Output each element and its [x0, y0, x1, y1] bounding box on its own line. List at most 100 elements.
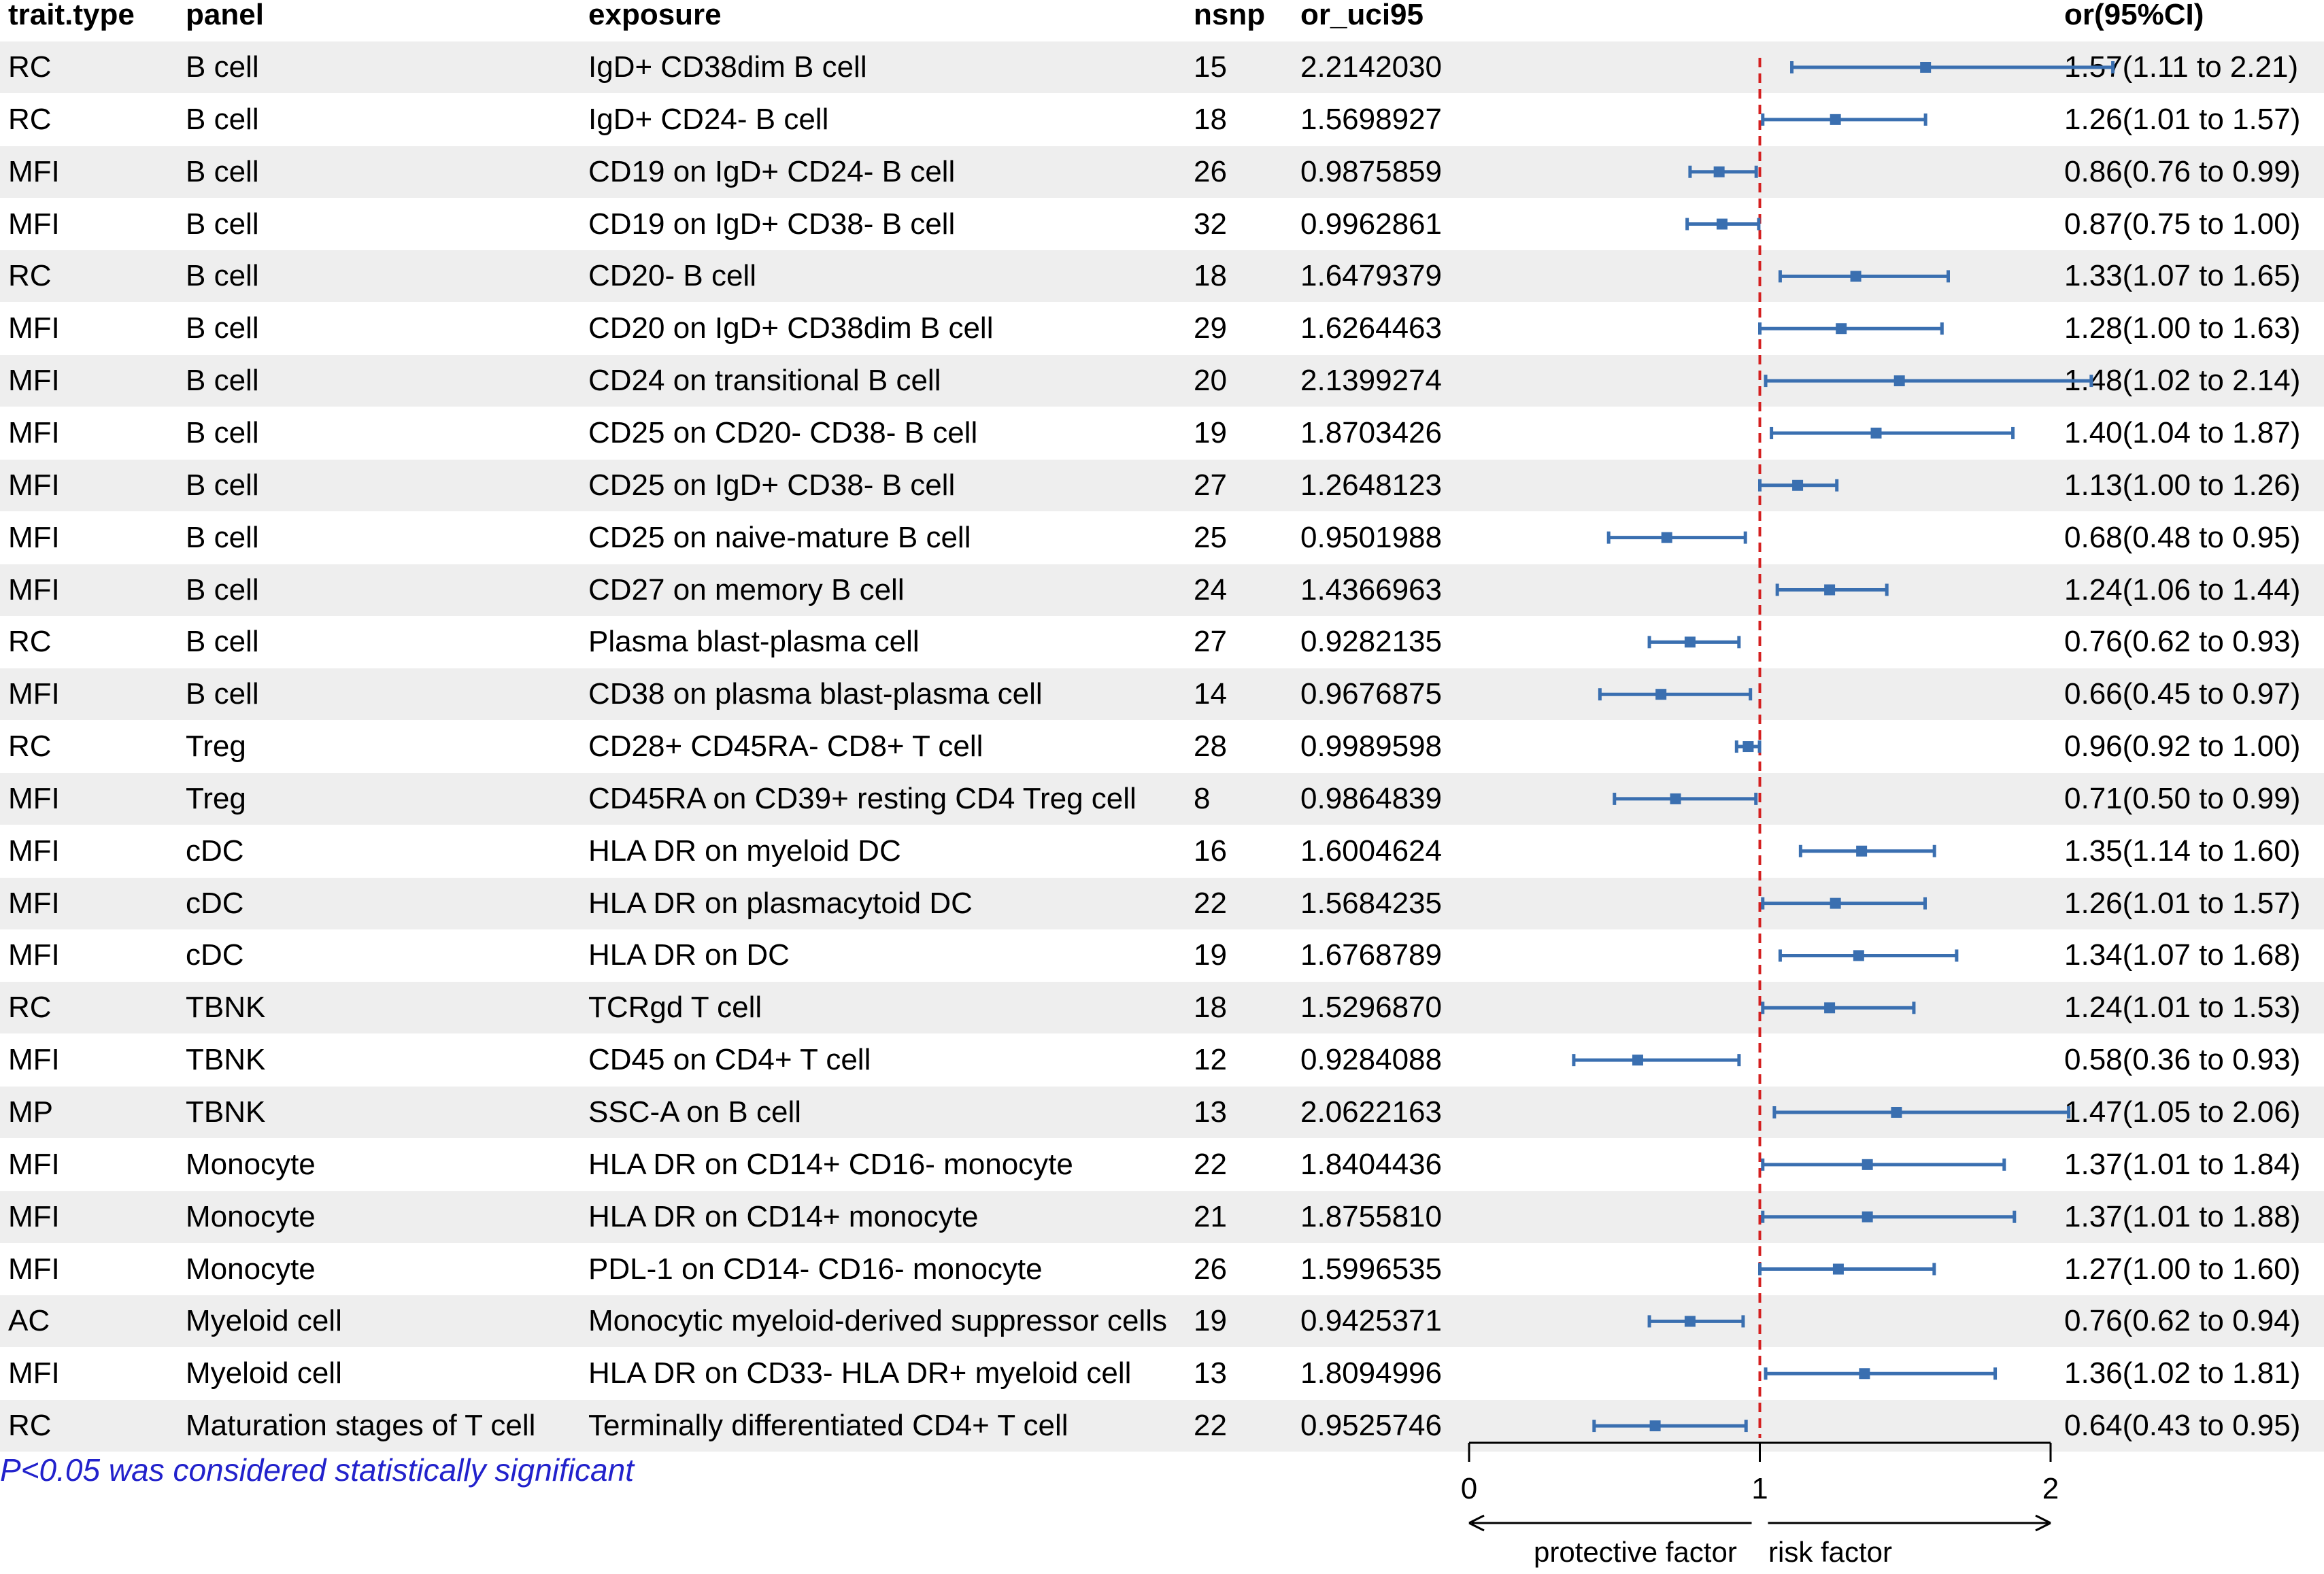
cell-exposure: HLA DR on plasmacytoid DC — [588, 886, 973, 920]
cell-panel: Treg — [186, 781, 246, 815]
x-tick-label: 1 — [1751, 1472, 1768, 1505]
cell-trait-type: RC — [8, 625, 52, 659]
cell-or-ci: 0.58(0.36 to 0.93) — [2064, 1043, 2301, 1077]
cell-or-uci95: 1.8703426 — [1300, 415, 1442, 449]
cell-nsnp: 20 — [1194, 364, 1227, 398]
cell-trait-type: RC — [8, 50, 52, 84]
cell-or-ci: 1.57(1.11 to 2.21) — [2064, 50, 2299, 84]
cell-or-uci95: 1.8755810 — [1300, 1199, 1442, 1233]
cell-trait-type: MFI — [8, 520, 60, 554]
x-tick-label: 0 — [1461, 1472, 1477, 1505]
cell-panel: B cell — [186, 677, 259, 711]
cell-trait-type: RC — [8, 991, 52, 1025]
cell-or-uci95: 2.0622163 — [1300, 1095, 1442, 1129]
cell-or-ci: 1.26(1.01 to 1.57) — [2064, 886, 2301, 920]
cell-exposure: CD19 on IgD+ CD24- B cell — [588, 154, 956, 188]
table-row: RC Treg CD28+ CD45RA- CD8+ T cell 28 0.99895… — [0, 721, 2324, 772]
cell-exposure: Monocytic myeloid-derived suppressor cel… — [588, 1304, 1167, 1338]
table-row: MFI cDC HLA DR on DC 19 1.6768789 1.34(1.07 t… — [0, 929, 2324, 981]
cell-panel: Maturation stages of T cell — [186, 1409, 536, 1443]
table-row: RC TBNK TCRgd T cell 18 1.5296870 1.24(1.01 t… — [0, 982, 2324, 1034]
cell-panel: B cell — [186, 468, 259, 502]
cell-nsnp: 32 — [1194, 207, 1227, 241]
cell-or-ci: 1.40(1.04 to 1.87) — [2064, 415, 2301, 449]
cell-or-ci: 1.24(1.01 to 1.53) — [2064, 991, 2301, 1025]
cell-or-uci95: 0.9282135 — [1300, 625, 1442, 659]
header-panel: panel — [186, 0, 264, 31]
cell-or-ci: 0.64(0.43 to 0.95) — [2064, 1409, 2301, 1443]
cell-panel: B cell — [186, 207, 259, 241]
x-tick-label: 2 — [2042, 1472, 2059, 1505]
header-trait-type: trait.type — [8, 0, 135, 31]
table-row: RC B cell CD20- B cell 18 1.6479379 1.33(1.07… — [0, 250, 2324, 303]
cell-exposure: CD45RA on CD39+ resting CD4 Treg cell — [588, 781, 1136, 815]
cell-nsnp: 22 — [1194, 886, 1227, 920]
cell-exposure: CD25 on IgD+ CD38- B cell — [588, 468, 956, 502]
cell-trait-type: MFI — [8, 781, 60, 815]
cell-nsnp: 19 — [1194, 938, 1227, 972]
cell-or-ci: 1.13(1.00 to 1.26) — [2064, 468, 2301, 502]
cell-trait-type: MFI — [8, 677, 60, 711]
cell-exposure: CD19 on IgD+ CD38- B cell — [588, 207, 956, 241]
cell-or-uci95: 0.9989598 — [1300, 730, 1442, 764]
cell-nsnp: 27 — [1194, 468, 1227, 502]
cell-or-uci95: 1.2648123 — [1300, 468, 1442, 502]
cell-or-ci: 1.48(1.02 to 2.14) — [2064, 364, 2301, 398]
cell-or-ci: 1.37(1.01 to 1.88) — [2064, 1199, 2301, 1233]
cell-trait-type: MFI — [8, 1147, 60, 1181]
cell-trait-type: MFI — [8, 938, 60, 972]
cell-nsnp: 15 — [1194, 50, 1227, 84]
cell-nsnp: 27 — [1194, 625, 1227, 659]
cell-exposure: CD20 on IgD+ CD38dim B cell — [588, 311, 994, 345]
cell-nsnp: 14 — [1194, 677, 1227, 711]
table-row: RC B cell Plasma blast-plasma cell 27 0.9282… — [0, 616, 2324, 668]
cell-nsnp: 19 — [1194, 1304, 1227, 1338]
cell-or-ci: 0.66(0.45 to 0.97) — [2064, 677, 2301, 711]
cell-exposure: HLA DR on myeloid DC — [588, 834, 901, 868]
table-row: MFI B cell CD25 on IgD+ CD38- B cell 27 1.26… — [0, 459, 2324, 511]
cell-nsnp: 25 — [1194, 520, 1227, 554]
cell-or-uci95: 0.9864839 — [1300, 781, 1442, 815]
cell-panel: TBNK — [186, 1043, 266, 1077]
cell-or-uci95: 0.9425371 — [1300, 1304, 1442, 1338]
cell-or-uci95: 0.9501988 — [1300, 520, 1442, 554]
cell-trait-type: MFI — [8, 1043, 60, 1077]
cell-exposure: CD25 on naive-mature B cell — [588, 520, 971, 554]
table-row: RC B cell IgD+ CD24- B cell 18 1.5698927 1.26… — [0, 94, 2324, 146]
table-row: MFI B cell CD19 on IgD+ CD24- B cell 26 0.98… — [0, 146, 2324, 198]
cell-or-ci: 1.27(1.00 to 1.60) — [2064, 1252, 2301, 1286]
cell-trait-type: MFI — [8, 1252, 60, 1286]
cell-or-uci95: 0.9525746 — [1300, 1409, 1442, 1443]
cell-or-uci95: 1.4366963 — [1300, 572, 1442, 606]
table-row: MFI Monocyte HLA DR on CD14+ CD16- monocyt… — [0, 1139, 2324, 1191]
cell-or-uci95: 1.5296870 — [1300, 991, 1442, 1025]
cell-or-ci: 1.24(1.06 to 1.44) — [2064, 572, 2301, 606]
cell-or-ci: 1.37(1.01 to 1.84) — [2064, 1147, 2301, 1181]
cell-exposure: CD27 on memory B cell — [588, 572, 905, 606]
cell-nsnp: 18 — [1194, 102, 1227, 136]
cell-or-uci95: 1.5698927 — [1300, 102, 1442, 136]
footnote: P<0.05 was considered statistically sign… — [0, 1452, 634, 1488]
cell-trait-type: MFI — [8, 1199, 60, 1233]
cell-or-ci: 0.96(0.92 to 1.00) — [2064, 730, 2301, 764]
table-row: MFI Treg CD45RA on CD39+ resting CD4 Treg … — [0, 772, 2324, 825]
cell-trait-type: MFI — [8, 364, 60, 398]
cell-panel: Monocyte — [186, 1199, 316, 1233]
cell-exposure: Terminally differentiated CD4+ T cell — [588, 1409, 1068, 1443]
cell-nsnp: 12 — [1194, 1043, 1227, 1077]
cell-panel: Myeloid cell — [186, 1304, 342, 1338]
cell-or-ci: 1.34(1.07 to 1.68) — [2064, 938, 2301, 972]
cell-panel: B cell — [186, 154, 259, 188]
arrow-head-risk — [2035, 1514, 2051, 1532]
cell-exposure: TCRgd T cell — [588, 991, 762, 1025]
cell-exposure: SSC-A on B cell — [588, 1095, 802, 1129]
header-exposure: exposure — [588, 0, 722, 31]
cell-or-uci95: 1.6479379 — [1300, 259, 1442, 293]
cell-or-ci: 0.87(0.75 to 1.00) — [2064, 207, 2301, 241]
cell-or-ci: 0.76(0.62 to 0.93) — [2064, 625, 2301, 659]
cell-or-uci95: 1.5684235 — [1300, 886, 1442, 920]
cell-trait-type: RC — [8, 102, 52, 136]
cell-exposure: PDL-1 on CD14- CD16- monocyte — [588, 1252, 1043, 1286]
cell-nsnp: 24 — [1194, 572, 1227, 606]
